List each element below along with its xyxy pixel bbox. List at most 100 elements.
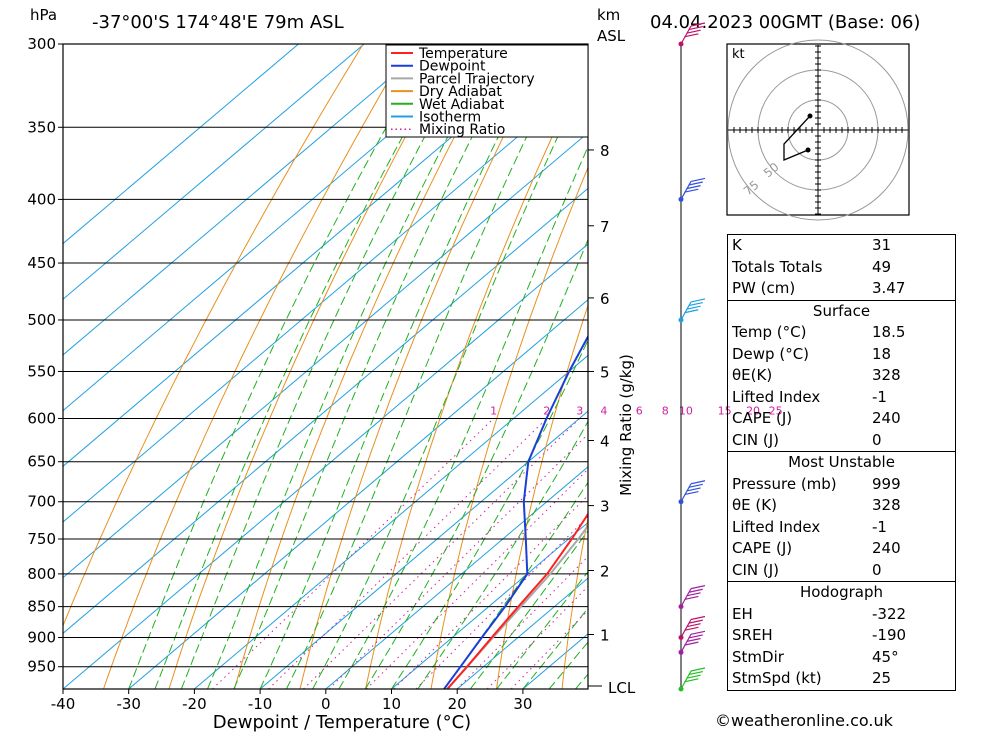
wet-adiabat-line [128,44,434,689]
pressure-label: 350 [27,118,56,136]
mixing-ratio-label: 2 [543,404,550,417]
index-row: EH -322 [728,604,955,626]
temperature-label: -40 [51,695,76,713]
height-label: 1 [600,627,610,645]
pressure-label: 850 [27,598,56,616]
index-label: θE (K) [732,496,777,514]
index-label: Temp (°C) [732,323,807,341]
height-label: 5 [600,363,610,381]
legend-label: Wet Adiabat [419,97,505,113]
index-label: PW (cm) [732,279,796,297]
legend-label: Temperature [418,46,508,62]
indices-table: K 31 Totals Totals 49 PW (cm) 3.47 Surface Te… [727,234,956,691]
temperature-label: 30 [513,695,532,713]
wet-adiabat-line [391,338,588,689]
dry-adiabat-line [561,515,588,689]
index-value: 49 [872,257,892,276]
wind-barb-flag [686,592,701,597]
pressure-label: 900 [27,629,56,647]
unit-hpa-label: hPa [30,6,57,24]
pressure-axis-labels: 300 350 400 450 500 550 600 650 700 750 800 850 900 9… [27,35,56,676]
mixing-ratio-label: 20 [746,404,760,417]
wind-barb-flag [690,298,706,303]
pressure-label: 950 [27,658,56,676]
mixing-ratio-label: 3 [576,404,583,417]
index-value: -1 [872,517,887,536]
isotherm-line [63,44,431,356]
wind-barb-flag [690,22,706,27]
pressure-label: 650 [27,453,56,471]
wind-barb-shaft [680,588,692,607]
pressure-label: 750 [27,530,56,548]
mixing-ratio-label: 25 [769,404,783,417]
background-lines [63,44,588,689]
wind-barb-flag [690,177,706,183]
basic-indices: K 31 Totals Totals 49 PW (cm) 3.47 [728,235,955,300]
pressure-label: 300 [27,35,56,53]
wind-barb-flag [690,480,706,485]
height-label: 4 [600,433,610,451]
wind-barb-flag [688,619,703,624]
pressure-label: 800 [27,565,56,583]
unit-km-label: km [597,6,620,24]
wind-barb-flag [688,671,703,676]
surface-section: Surface Temp (°C) 18.5 Dewp (°C) 18 θE(K) 328… [728,299,955,452]
legend-label: Dewpoint [419,59,486,75]
pressure-isobars [58,43,588,668]
wind-barb-flag [684,188,699,193]
index-label: CAPE (J) [732,539,793,557]
temperature-label: -20 [182,695,207,713]
legend-label: Parcel Trajectory [419,71,535,87]
wind-barb-flag [684,595,699,601]
index-value: 31 [872,236,892,254]
wind-barb-flag [684,33,699,38]
isotherm-line [63,44,562,467]
wet-adiabat-line [233,44,521,689]
index-row: Lifted Index -1 [728,517,955,539]
isotherm-line [259,410,588,689]
mixing-ratio-label: 10 [679,404,693,417]
index-value: 328 [872,496,901,514]
wind-barb-flag [684,309,699,314]
mixing-ratio-line [456,555,588,689]
index-row: Temp (°C) 18.5 [728,322,955,344]
dry-adiabat-line [496,303,588,689]
wind-barb-flag [688,181,703,186]
mixing-ratio-label: 6 [636,404,643,417]
wet-adiabat-line [259,44,546,689]
wind-barb-shaft [680,301,692,321]
index-row: Dewp (°C) 18 [728,344,955,366]
index-value: 0 [872,560,882,579]
isotherm-line [63,44,496,412]
height-label: 6 [600,290,610,308]
index-value: -322 [872,604,907,623]
wind-barb-flag [690,615,706,621]
wind-barb-shaft [680,483,692,503]
wind-barb-flag [686,185,701,190]
lcl-label: LCL [608,679,636,697]
dry-adiabat-line [299,44,550,689]
index-value: 999 [872,474,901,493]
pressure-label: 500 [27,311,56,329]
wind-barb-flag [684,626,699,631]
wind-barb-flag [686,623,701,628]
wind-barb-flag [686,305,701,310]
hodograph-point [805,147,811,153]
isotherm-line [63,243,588,689]
wet-adiabat-line [417,420,588,689]
index-row: StmSpd (kt) 25 [728,668,955,690]
pressure-label: 700 [27,493,56,511]
location-title: -37°00'S 174°48'E 79m ASL [92,12,344,33]
mixing-ratio-label: 4 [600,404,607,417]
dry-adiabat-line [430,166,588,689]
parcel-trajectory-line [446,524,588,689]
index-label: StmDir [732,647,784,666]
wet-adiabat-line [443,481,588,689]
mixing-ratio-line [328,433,588,689]
mixing-ratio-label: 8 [662,404,669,417]
wind-barb-flag [690,667,706,672]
mixing-ratio-axis-title: Mixing Ratio (g/kg) [617,354,635,496]
wind-barb-shaft [680,670,692,690]
index-label: CAPE (J) [732,409,793,427]
